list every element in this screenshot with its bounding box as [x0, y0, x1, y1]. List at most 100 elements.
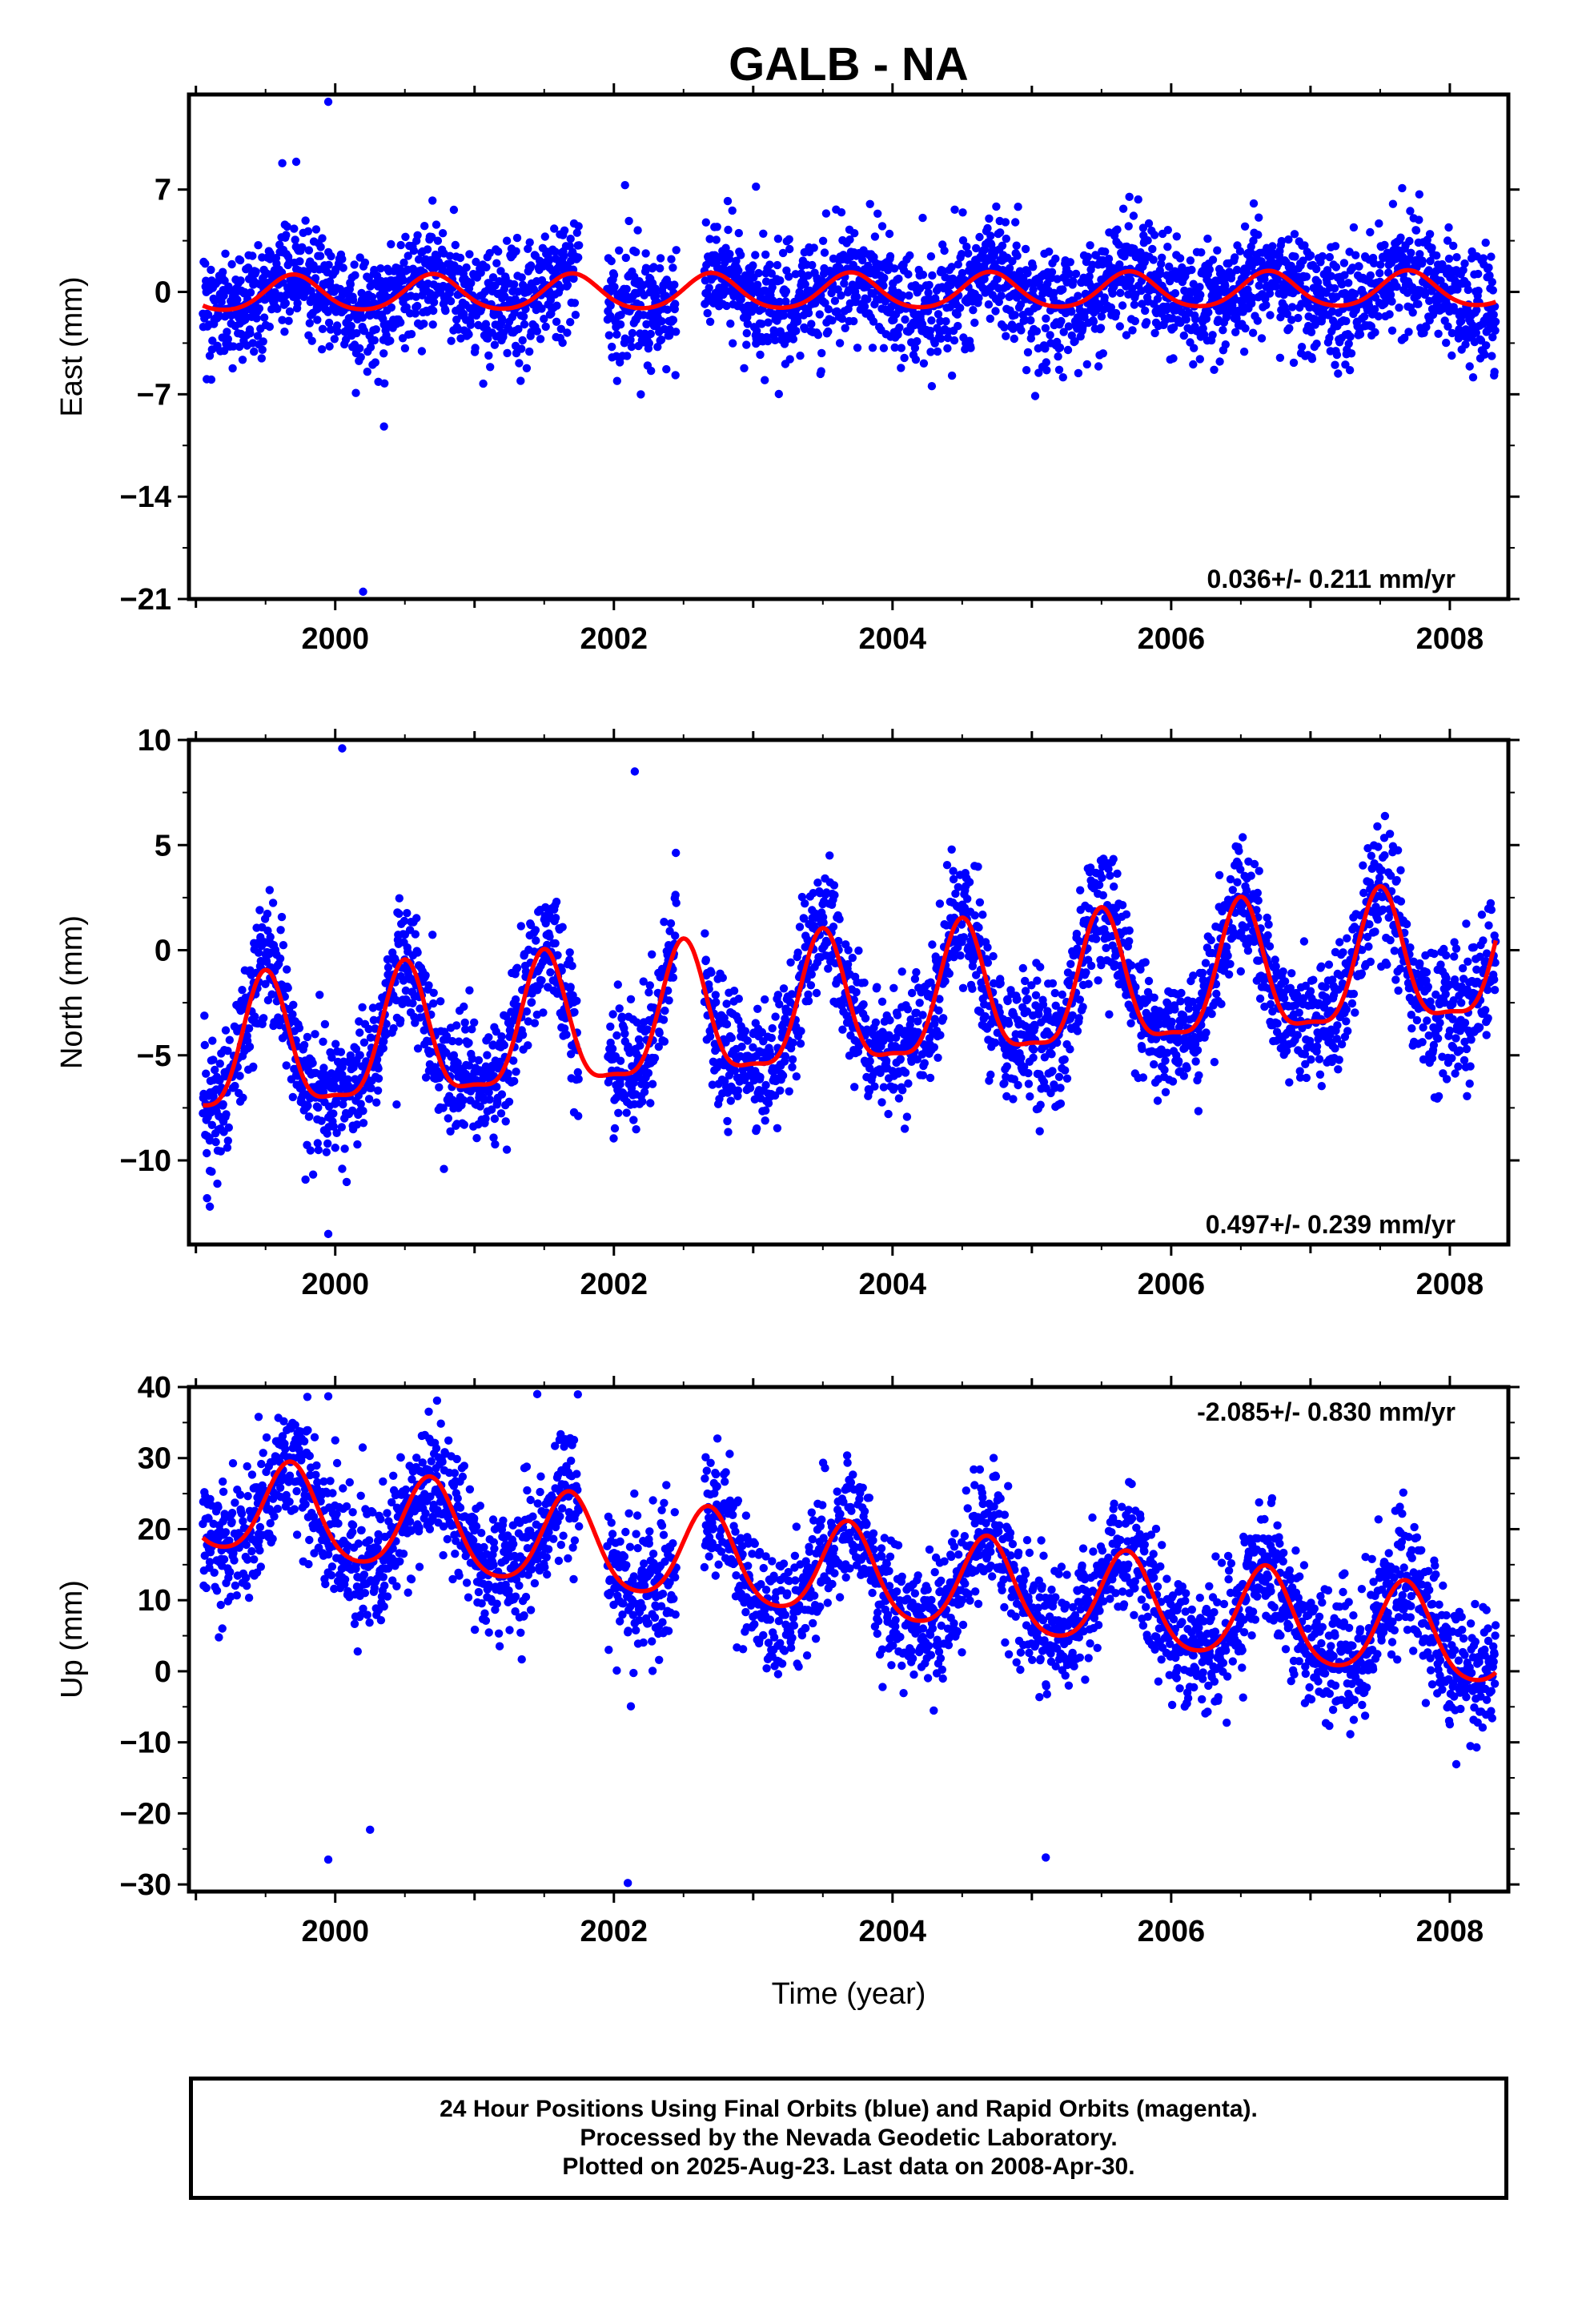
data-point [928, 940, 937, 949]
data-point [502, 1145, 512, 1154]
data-point [259, 337, 267, 346]
data-point [351, 388, 360, 397]
data-point [879, 344, 889, 352]
data-point [369, 1015, 379, 1025]
data-point [325, 342, 334, 351]
data-point [703, 308, 712, 318]
data-point [642, 320, 651, 329]
data-point [1425, 230, 1435, 239]
data-point [622, 1108, 631, 1117]
data-point [359, 1038, 369, 1047]
data-point [996, 979, 1005, 988]
data-point [761, 1080, 770, 1090]
data-point [672, 246, 681, 255]
data-point [520, 320, 529, 329]
x-tick-label: 2002 [580, 622, 648, 656]
data-point [844, 946, 853, 955]
data-point [756, 1072, 765, 1082]
data-point [401, 232, 410, 241]
data-point [435, 1083, 444, 1092]
data-point [1142, 318, 1151, 327]
data-point [724, 225, 733, 235]
data-point [1202, 314, 1211, 324]
data-point [413, 301, 422, 311]
data-point [927, 382, 937, 391]
data-point [350, 260, 359, 269]
data-point [245, 1042, 255, 1051]
data-point [1415, 190, 1424, 199]
data-point [711, 991, 720, 999]
data-point [1138, 223, 1148, 232]
data-point [482, 263, 491, 271]
data-point [530, 1019, 540, 1027]
data-point [628, 328, 637, 338]
data-point [396, 240, 405, 250]
data-point [1157, 259, 1166, 268]
data-point [1066, 258, 1075, 267]
data-point [708, 1080, 717, 1089]
data-point [627, 342, 636, 352]
data-point [634, 1035, 644, 1044]
data-point [1169, 354, 1178, 363]
data-point [644, 1068, 653, 1078]
data-point [282, 1061, 291, 1070]
data-point [207, 265, 215, 275]
data-point [407, 330, 416, 339]
data-point [364, 1095, 374, 1104]
data-point [541, 322, 550, 332]
data-point [1369, 259, 1379, 267]
data-point [953, 310, 962, 319]
data-point [539, 1008, 548, 1017]
data-point [845, 235, 854, 244]
data-point [840, 279, 849, 288]
data-point [289, 1000, 298, 1010]
data-point [280, 328, 289, 336]
data-point [1034, 368, 1043, 377]
data-point [1127, 284, 1137, 293]
data-point [905, 291, 913, 300]
data-point [303, 267, 312, 276]
data-point [837, 208, 846, 217]
data-point [259, 313, 269, 322]
data-point [773, 991, 783, 999]
data-point [671, 371, 680, 380]
data-point [647, 366, 656, 376]
data-point [1255, 281, 1263, 290]
data-point [540, 232, 549, 241]
data-point [1375, 268, 1384, 278]
data-point [1355, 262, 1363, 271]
data-point [734, 228, 743, 238]
data-point [671, 931, 680, 940]
data-point [266, 932, 275, 942]
data-point [1340, 271, 1349, 279]
data-point [1331, 242, 1340, 251]
data-point [371, 325, 380, 334]
data-point [372, 1098, 381, 1107]
data-point [779, 311, 789, 320]
data-point [926, 1073, 935, 1083]
data-point [305, 319, 314, 328]
data-point [853, 344, 862, 352]
data-point [1305, 303, 1314, 312]
data-point [870, 232, 880, 241]
data-point [283, 222, 291, 231]
data-point [1491, 326, 1500, 335]
data-point [392, 1100, 401, 1109]
data-point [918, 270, 928, 279]
data-point [338, 1070, 347, 1080]
data-point [751, 251, 760, 259]
data-point-outlier [359, 587, 367, 597]
data-point [915, 284, 925, 293]
data-point [409, 246, 419, 255]
data-point [512, 1068, 520, 1076]
data-point [801, 279, 809, 289]
data-point [489, 1133, 498, 1142]
data-point [978, 911, 987, 919]
data-point [901, 315, 909, 324]
data-point [1342, 316, 1351, 326]
data-point [545, 932, 554, 941]
data-point [796, 1039, 805, 1048]
data-point [841, 324, 849, 332]
data-point [900, 1124, 909, 1133]
data-point [947, 845, 956, 854]
